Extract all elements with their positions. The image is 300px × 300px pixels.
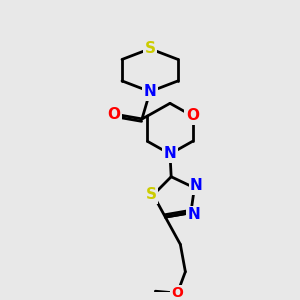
Text: N: N bbox=[144, 84, 156, 99]
Text: N: N bbox=[164, 146, 176, 161]
Text: O: O bbox=[186, 109, 199, 124]
Text: S: S bbox=[145, 41, 155, 56]
Text: N: N bbox=[188, 207, 200, 222]
Text: N: N bbox=[190, 178, 203, 193]
Text: O: O bbox=[171, 286, 183, 300]
Text: S: S bbox=[146, 188, 157, 202]
Text: O: O bbox=[107, 106, 121, 122]
